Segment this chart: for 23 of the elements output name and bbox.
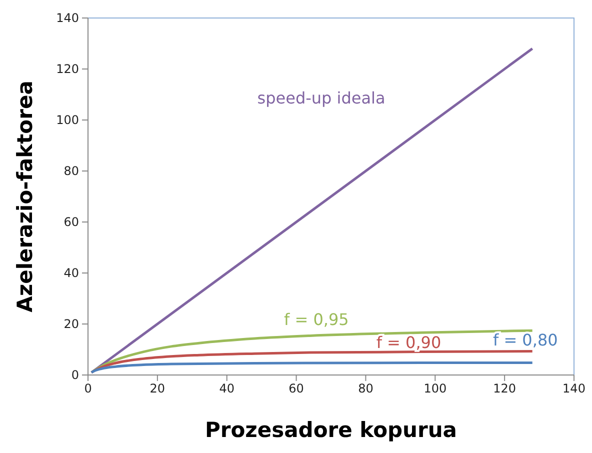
x-tick-label: 0 — [84, 382, 92, 396]
series-label: f = 0,95 — [284, 310, 349, 330]
y-tick-label: 0 — [71, 368, 79, 382]
x-tick-label: 60 — [288, 382, 304, 396]
series-label: f = 0,90 — [376, 333, 442, 352]
x-axis-title: Prozesadore kopurua — [205, 418, 457, 442]
y-axis-title: Azelerazio-faktorea — [13, 80, 37, 312]
y-tick-label: 80 — [64, 164, 79, 178]
x-tick-label: 120 — [493, 382, 516, 396]
y-tick-label: 20 — [64, 316, 79, 331]
y-tick-label: 40 — [64, 266, 79, 280]
x-tick-label: 140 — [562, 382, 586, 396]
y-tick-label: 100 — [56, 112, 79, 127]
text: speed-up ideala — [257, 88, 386, 108]
line-series — [90, 362, 534, 374]
x-tick-label: 100 — [424, 382, 447, 396]
series-label: f = 0,80 — [492, 330, 558, 350]
x-tick-label: 20 — [150, 382, 166, 396]
y-tick-label: 120 — [56, 62, 79, 76]
x-tick-label: 80 — [358, 382, 374, 396]
x-tick-label: 40 — [219, 382, 234, 396]
y-tick-label: 140 — [56, 10, 79, 25]
y-tick-label: 60 — [64, 214, 79, 229]
